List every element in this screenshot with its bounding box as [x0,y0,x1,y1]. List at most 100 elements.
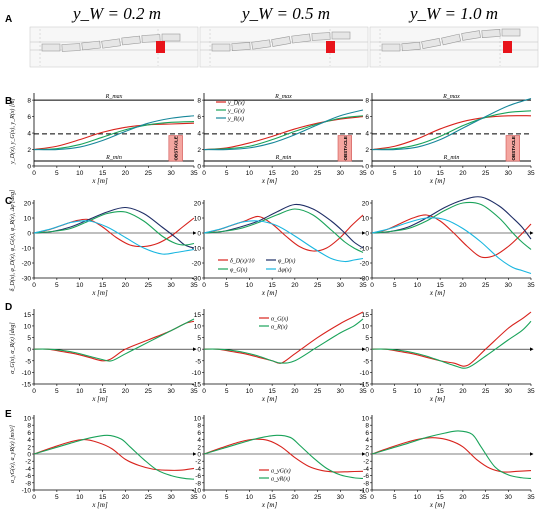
x-axis-label: x [m] [261,395,278,403]
obstacle-box [505,135,520,162]
obstacle-marker [503,41,512,53]
series-line-dx [371,196,532,240]
x-tick-label: 15 [437,282,445,289]
scenario-header-3: y_W = 1.0 m [408,4,498,23]
y-tick-label: -10 [22,488,32,495]
y-tick-label: 15 [24,312,32,319]
x-tick-label: 15 [437,494,445,501]
series-line-yrx [33,115,195,151]
obstacle-label: OBSTACLE [343,136,348,160]
y-tick-label: 8 [197,423,201,430]
series-line-gx [33,210,195,246]
x-tick-label: 5 [55,494,59,501]
x-axis-label: x [m] [261,177,278,185]
y-tick-label: 6 [27,430,31,437]
legend-label: α_G(x) [271,316,288,323]
x-tick-label: 5 [225,388,229,395]
y-tick-label: 2 [365,147,369,154]
x-tick-label: 20 [459,494,467,501]
x-tick-label: 30 [168,388,176,395]
y-tick-label: -8 [363,480,369,487]
y-tick-label: -15 [360,382,370,389]
y-tick-label: 8 [365,98,369,105]
y-tick-label: 6 [365,114,369,121]
x-tick-label: 30 [505,388,513,395]
y-tick-label: -10 [360,488,370,495]
chart-d-scenario-3: -15 -10 -5 0 5 10 15 0 5 10 15 20 25 30 35 x [m] [360,309,535,403]
x-tick-label: 25 [314,170,322,177]
y-tick-label: 0 [365,231,369,238]
vehicle-trace-1 [41,33,181,52]
x-tick-label: 15 [269,494,277,501]
x-tick-label: 20 [122,494,130,501]
y-tick-label: 0 [365,164,369,171]
legend: δ_D(x)/10 φ_D(x) φ_G(x) Δφ(x) [218,258,295,274]
x-tick-label: 20 [459,388,467,395]
x-tick-label: 15 [269,170,277,177]
panel-letter-c: C [5,196,12,207]
legend-label: a_yR(x) [271,476,290,483]
series-line-rx [203,318,364,364]
panel-letter-a: A [5,14,12,25]
y-tick-label: 0 [27,231,31,238]
x-axis-label: x [m] [91,289,108,297]
y-tick-label: 20 [194,201,202,208]
x-tick-label: 25 [482,494,490,501]
y-tick-label: 10 [24,323,32,330]
series-line-gx [33,320,195,362]
x-tick-label: 5 [55,170,59,177]
chart-d-scenario-2: -15 -10 -5 0 5 10 15 0 5 10 15 20 25 30 35 x [m] α_G(x)α… [192,309,367,403]
x-tick-label: 25 [314,282,322,289]
series-line-aygx [371,437,532,473]
y-tick-label: -10 [22,246,32,253]
series-line-gx [371,311,532,367]
y-axis-label-e: a_yG(x), a_yR(x) [m/s²] [9,424,16,483]
y-tick-label: 10 [24,416,32,423]
y-tick-label: 5 [27,335,31,342]
y-axis-label-b: y_D(x), y_G(x), y_R(x) [m] [9,97,16,164]
series-line-rx [371,320,532,369]
x-tick-label: 5 [55,282,59,289]
series-line-dx [33,217,195,248]
y-tick-label: 10 [194,416,202,423]
obstacle-label: OBSTACLE [174,136,179,160]
x-tick-label: 35 [190,388,198,395]
x-tick-label: 25 [314,494,322,501]
x-tick-label: 0 [202,388,206,395]
y-tick-label: 6 [197,430,201,437]
legend-label: y_R(x) [227,116,244,123]
y-tick-label: 6 [197,114,201,121]
y-tick-label: 0 [27,347,31,354]
y-tick-label: -2 [195,459,201,466]
vehicle-trace-2 [211,31,351,52]
x-tick-label: 30 [168,282,176,289]
y-tick-label: 15 [362,312,370,319]
x-tick-label: 20 [122,388,130,395]
y-tick-label: -6 [363,473,369,480]
x-axis-label: x [m] [261,289,278,297]
y-tick-label: 4 [365,131,369,138]
series-line-ayrx [33,434,195,480]
x-tick-label: 25 [482,282,490,289]
x-tick-label: 10 [414,282,422,289]
x-tick-label: 25 [482,170,490,177]
y-tick-label: 8 [197,98,201,105]
r-min-label: R_min [275,155,292,161]
x-tick-label: 10 [76,494,84,501]
y-tick-label: 10 [362,216,370,223]
x-tick-label: 35 [190,170,198,177]
obstacle-label: OBSTACLE [511,136,516,160]
series-line-ygx [33,120,195,151]
x-tick-label: 15 [269,388,277,395]
x-tick-label: 5 [393,170,397,177]
y-tick-label: -4 [195,466,201,473]
series-line-x [33,220,195,255]
x-axis-label: x [m] [91,177,108,185]
y-tick-label: 10 [194,216,202,223]
y-tick-label: 2 [365,444,369,451]
x-tick-label: 5 [55,388,59,395]
x-tick-label: 20 [459,170,467,177]
